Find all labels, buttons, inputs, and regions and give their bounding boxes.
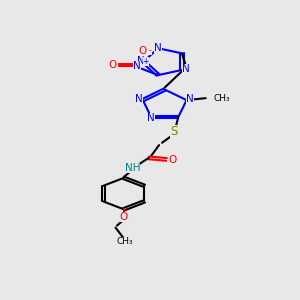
Text: N: N (154, 43, 162, 53)
Text: N: N (133, 61, 141, 71)
Text: +: + (142, 58, 149, 67)
Text: O: O (138, 46, 146, 56)
Text: O: O (120, 212, 128, 222)
Text: -: - (149, 46, 152, 56)
Text: NH: NH (125, 163, 140, 173)
Text: N: N (182, 64, 189, 74)
Text: N: N (137, 56, 145, 66)
Text: S: S (170, 125, 178, 138)
Text: N: N (147, 112, 155, 123)
Text: O: O (169, 155, 177, 165)
Text: O: O (109, 60, 117, 70)
Text: N: N (136, 94, 143, 104)
Text: N: N (186, 94, 194, 104)
Text: CH₃: CH₃ (117, 237, 134, 246)
Text: CH₃: CH₃ (213, 94, 230, 103)
